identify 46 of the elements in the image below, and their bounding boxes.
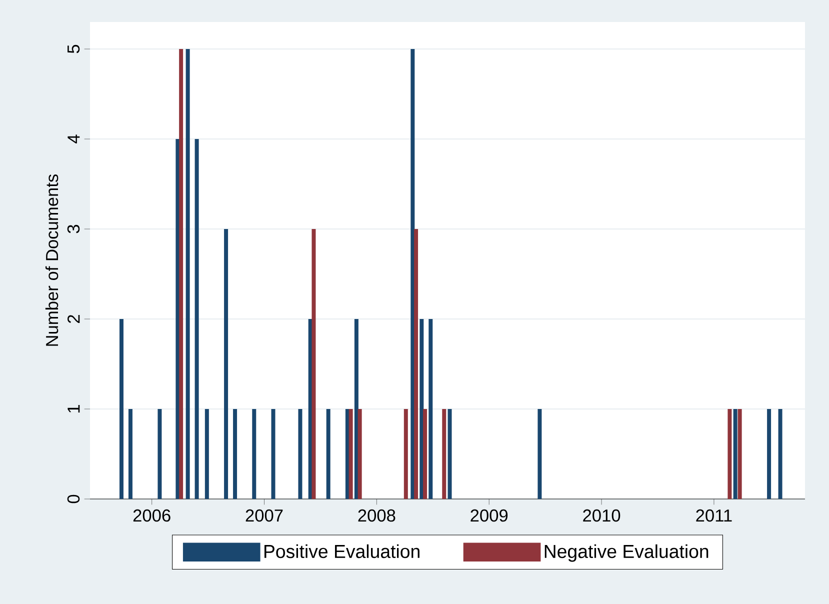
bar xyxy=(186,49,190,499)
y-axis-title: Number of Documents xyxy=(45,174,58,346)
bar xyxy=(428,319,433,499)
bar xyxy=(312,229,316,499)
legend-label: Negative Evaluation xyxy=(544,544,708,562)
bar xyxy=(158,409,162,499)
bar xyxy=(442,409,446,499)
x-tick-label: 2006 xyxy=(133,509,170,522)
bar xyxy=(348,409,353,499)
bar xyxy=(298,409,302,499)
bar xyxy=(179,49,184,499)
x-tick-label: 2007 xyxy=(246,509,283,522)
bar xyxy=(404,409,408,499)
legend-label: Positive Evaluation xyxy=(264,544,420,558)
x-tick-label: 2010 xyxy=(583,509,620,522)
bar xyxy=(204,409,209,499)
bar xyxy=(358,409,362,499)
y-tick-label: 3 xyxy=(67,224,80,234)
bar xyxy=(738,409,742,499)
y-tick-label: 5 xyxy=(68,44,80,54)
bar xyxy=(194,139,199,499)
bar xyxy=(354,319,358,499)
y-tick-label: 4 xyxy=(68,134,80,144)
bar xyxy=(414,229,418,499)
bar xyxy=(119,319,124,499)
bar xyxy=(538,409,542,499)
bar xyxy=(767,409,772,499)
x-tick-label: 2008 xyxy=(358,509,396,522)
bar xyxy=(733,409,738,499)
bar xyxy=(410,49,415,499)
y-tick-label: 1 xyxy=(68,405,80,412)
bar xyxy=(728,409,732,499)
y-tick-label: 2 xyxy=(68,315,80,323)
bar xyxy=(778,409,782,499)
bar xyxy=(224,229,228,499)
y-tick-label: 0 xyxy=(67,494,80,504)
bar xyxy=(128,409,132,499)
bar xyxy=(448,409,452,499)
bar xyxy=(420,319,424,499)
x-tick-label: 2011 xyxy=(696,509,732,522)
x-tick-label: 2009 xyxy=(470,509,508,522)
bar xyxy=(271,409,276,499)
bar xyxy=(233,409,238,499)
bar xyxy=(423,409,428,499)
bar xyxy=(252,409,256,499)
bar xyxy=(326,409,330,499)
